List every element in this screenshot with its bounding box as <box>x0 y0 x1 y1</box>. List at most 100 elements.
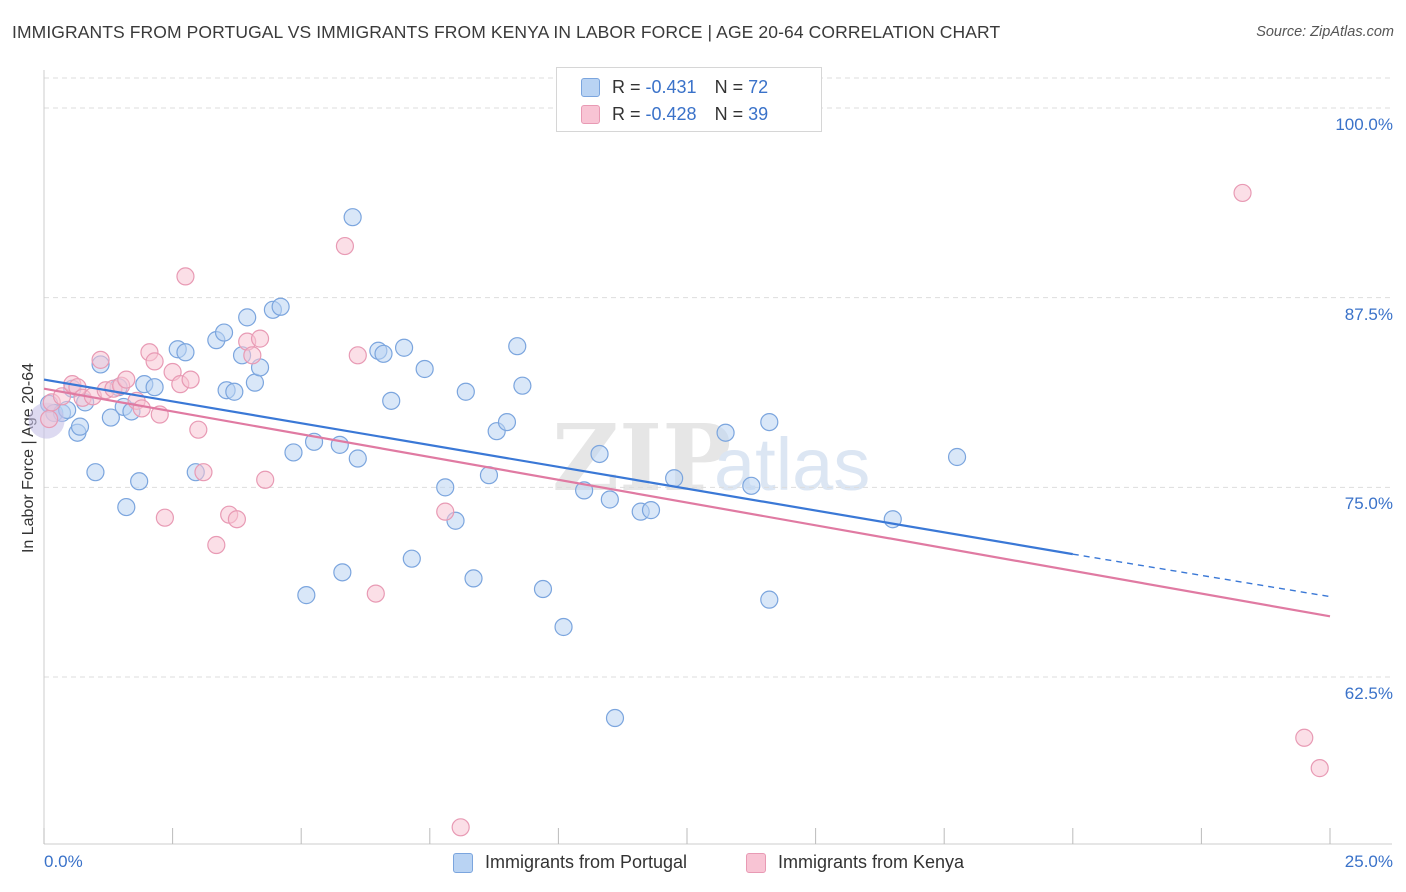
watermark-atlas: atlas <box>714 423 870 506</box>
portugal-point-10 <box>101 408 120 427</box>
legend-r-value-kenya: -0.428 <box>645 103 697 124</box>
legend-n-label: N = <box>714 103 744 124</box>
trend-line-kenya <box>43 387 1331 618</box>
series-kenya-points <box>40 183 1329 837</box>
portugal-point-51 <box>508 337 527 356</box>
x-tick-label-max: 25.0% <box>1344 852 1393 871</box>
legend-n-value-kenya: 39 <box>748 103 769 124</box>
series-legend: Immigrants from Portugal Immigrants from… <box>0 852 1406 876</box>
portugal-point-40 <box>382 391 401 410</box>
portugal-point-42 <box>402 549 421 568</box>
trend-line-portugal <box>43 378 1073 556</box>
kenya-point-11 <box>117 370 136 389</box>
gridlines <box>44 77 1392 678</box>
legend-label-kenya: Immigrants from Kenya <box>778 852 965 872</box>
legend-item-kenya[interactable]: Immigrants from Kenya <box>746 852 964 873</box>
kenya-point-15 <box>145 352 164 371</box>
portugal-point-19 <box>176 343 195 362</box>
legend-row-portugal: R = -0.431 N = 72 <box>581 75 768 99</box>
portugal-point-62 <box>742 476 761 495</box>
portugal-point-15 <box>130 472 149 491</box>
portugal-point-64 <box>760 590 779 609</box>
portugal-point-27 <box>245 373 265 392</box>
y-tick-label-1: 75.0% <box>1344 494 1393 514</box>
portugal-point-60 <box>665 469 684 488</box>
stats-legend: R = -0.431 N = 72 R = -0.428 N = 39 <box>556 67 822 132</box>
legend-swatch-portugal <box>581 77 600 97</box>
portugal-point-66 <box>947 447 967 467</box>
kenya-point-7 <box>91 350 110 369</box>
y-tick-label-3: 100.0% <box>1335 114 1393 134</box>
portugal-point-61 <box>716 423 735 442</box>
kenya-point-13 <box>132 399 151 418</box>
source-label: Source: ZipAtlas.com <box>1256 24 1394 40</box>
legend-r-label: R = <box>612 76 641 97</box>
kenya-point-26 <box>227 510 246 529</box>
kenya-point-36 <box>1233 183 1252 203</box>
x-tick-label-min: 0.0% <box>44 852 83 871</box>
y-tick-label-0: 62.5% <box>1344 684 1393 704</box>
portugal-point-24 <box>225 382 244 401</box>
portugal-point-67 <box>605 708 625 728</box>
portugal-point-41 <box>394 338 414 357</box>
kenya-point-0 <box>40 409 59 429</box>
legend-swatch-kenya <box>746 852 766 873</box>
chart-title: IMMIGRANTS FROM PORTUGAL VS IMMIGRANTS F… <box>12 22 1001 42</box>
kenya-point-35 <box>451 818 470 837</box>
kenya-point-20 <box>176 267 195 286</box>
portugal-point-30 <box>271 297 290 316</box>
portugal-point-22 <box>214 323 234 342</box>
portugal-point-31 <box>284 443 303 462</box>
kenya-point-34 <box>436 502 455 521</box>
kenya-point-28 <box>243 346 262 365</box>
portugal-point-52 <box>513 376 532 395</box>
portugal-point-39 <box>374 344 393 363</box>
portugal-point-47 <box>464 569 483 588</box>
kenya-point-22 <box>189 420 208 439</box>
legend-label-portugal: Immigrants from Portugal <box>485 852 688 872</box>
portugal-point-63 <box>760 412 779 432</box>
kenya-point-32 <box>348 346 367 365</box>
kenya-point-24 <box>207 535 226 555</box>
kenya-point-33 <box>366 584 385 603</box>
portugal-point-17 <box>145 378 164 397</box>
legend-r-value-portugal: -0.431 <box>645 76 697 97</box>
kenya-point-30 <box>256 470 275 489</box>
legend-swatch-kenya <box>581 104 600 124</box>
portugal-point-46 <box>456 382 475 401</box>
portugal-point-50 <box>497 412 517 432</box>
portugal-point-32 <box>297 586 316 605</box>
legend-swatch-portugal <box>453 852 473 873</box>
portugal-point-44 <box>436 478 455 497</box>
kenya-point-17 <box>155 508 174 527</box>
portugal-point-56 <box>590 444 609 464</box>
trend-line-portugal-extension <box>1072 553 1331 598</box>
legend-r-label: R = <box>612 103 641 124</box>
y-tick-label-2: 87.5% <box>1344 304 1393 324</box>
kenya-point-38 <box>1310 759 1329 778</box>
legend-n-label: N = <box>714 76 744 97</box>
portugal-point-8 <box>86 463 105 482</box>
trend-lines <box>43 378 1331 618</box>
portugal-point-36 <box>343 208 362 227</box>
portugal-point-59 <box>641 501 661 520</box>
kenya-point-21 <box>181 370 200 389</box>
kenya-point-37 <box>1295 728 1314 747</box>
kenya-point-23 <box>194 463 213 482</box>
kenya-point-29 <box>250 329 270 348</box>
portugal-point-53 <box>533 579 553 599</box>
portugal-point-43 <box>415 359 434 379</box>
portugal-point-37 <box>348 449 367 468</box>
legend-item-portugal[interactable]: Immigrants from Portugal <box>453 852 687 873</box>
portugal-point-13 <box>117 497 136 517</box>
portugal-point-26 <box>238 308 257 327</box>
portugal-point-57 <box>600 490 619 509</box>
axes <box>43 70 1392 845</box>
portugal-point-6 <box>70 417 90 436</box>
legend-n-value-portugal: 72 <box>748 76 769 97</box>
legend-row-kenya: R = -0.428 N = 39 <box>581 102 768 126</box>
portugal-point-35 <box>333 563 352 582</box>
kenya-point-31 <box>335 236 355 256</box>
portugal-point-54 <box>554 617 573 637</box>
